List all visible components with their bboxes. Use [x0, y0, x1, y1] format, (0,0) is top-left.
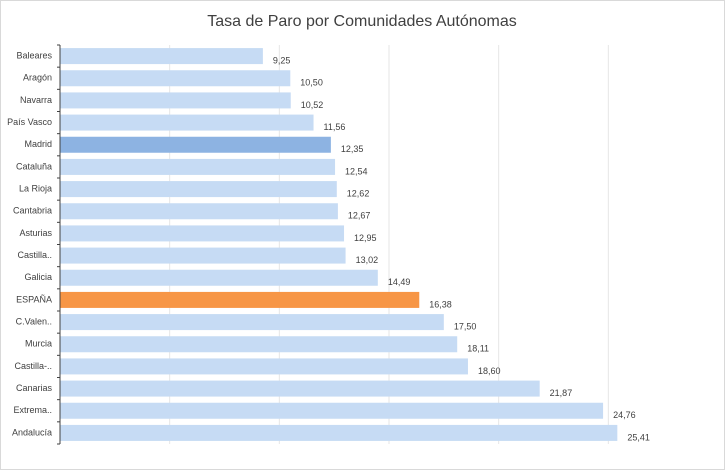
y-tick-label: País Vasco [7, 117, 52, 127]
y-tick-label: Cataluña [16, 161, 52, 171]
value-label: 12,67 [348, 211, 371, 221]
y-tick-label: Madrid [24, 139, 52, 149]
y-tick-label: Castilla.. [17, 250, 52, 260]
y-tick-label: C.Valen.. [16, 316, 52, 326]
bar [60, 380, 540, 397]
chart-title: Tasa de Paro por Comunidades Autónomas [207, 13, 517, 30]
y-tick-label: Aragón [23, 73, 52, 83]
value-label: 12,62 [347, 188, 370, 198]
bar [60, 402, 604, 419]
value-label: 18,60 [478, 366, 501, 376]
y-tick-label: Castilla-.. [14, 361, 52, 371]
bar [60, 291, 420, 308]
bar [60, 269, 378, 286]
value-label: 25,41 [627, 432, 650, 442]
value-label: 16,38 [429, 299, 452, 309]
bar [60, 114, 314, 131]
y-tick-label: La Rioja [19, 183, 52, 193]
bar [60, 247, 346, 264]
y-tick-label: Extrema.. [13, 405, 52, 415]
bar [60, 92, 291, 109]
value-label: 21,87 [550, 388, 573, 398]
value-label: 12,54 [345, 166, 368, 176]
value-label: 12,35 [341, 144, 364, 154]
value-label: 11,56 [324, 122, 346, 132]
bar [60, 70, 291, 87]
value-label: 17,50 [454, 321, 477, 331]
value-label: 12,95 [354, 233, 377, 243]
y-tick-label: Galicia [24, 272, 52, 282]
bar [60, 203, 338, 220]
bar [60, 314, 444, 331]
bar [60, 225, 345, 242]
bar [60, 336, 458, 353]
value-label: 14,49 [388, 277, 411, 287]
value-label: 10,52 [301, 100, 324, 110]
y-tick-label: ESPAÑA [16, 294, 52, 304]
y-tick-label: Navarra [20, 95, 52, 105]
bar [60, 181, 337, 198]
y-tick-label: Andalucía [12, 427, 52, 437]
value-label: 10,50 [300, 78, 323, 88]
value-label: 18,11 [467, 344, 489, 354]
bar [60, 424, 618, 441]
y-tick-label: Murcia [25, 339, 52, 349]
bar [60, 358, 468, 375]
bar [60, 136, 331, 153]
y-tick-label: Cantabria [13, 206, 52, 216]
y-tick-label: Asturias [19, 228, 52, 238]
value-label: 9,25 [273, 55, 291, 65]
y-tick-label: Baleares [16, 50, 52, 60]
bar [60, 158, 336, 175]
y-tick-label: Canarias [16, 383, 53, 393]
bar [60, 48, 263, 65]
value-label: 24,76 [613, 410, 636, 420]
value-label: 13,02 [356, 255, 379, 265]
